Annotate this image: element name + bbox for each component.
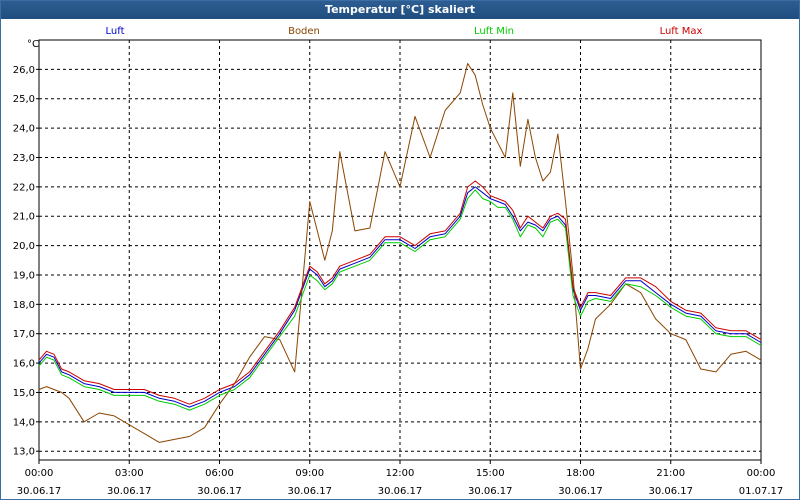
legend-item-luft-max: Luft Max	[660, 26, 703, 37]
x-tick-time: 00:00	[747, 468, 776, 479]
x-tick-date: 30.06.17	[17, 486, 62, 497]
window-title: Temperatur [°C] skaliert	[1, 1, 799, 19]
y-tick-label: 16,0	[13, 359, 35, 370]
series-line-luft-max	[38, 180, 762, 405]
y-axis-unit: °C	[27, 39, 39, 50]
y-tick-label: 24,0	[13, 124, 35, 135]
series-line-boden	[38, 63, 762, 443]
x-tick-date: 30.06.17	[558, 486, 603, 497]
y-tick-label: 14,0	[13, 417, 35, 428]
x-tick-time: 12:00	[386, 468, 415, 479]
x-tick-time: 15:00	[476, 468, 505, 479]
x-axis: 00:00 30.06.17 03:00 30.06.17 06:00 30.06.17 0…	[17, 460, 784, 497]
x-tick-time: 09:00	[295, 468, 324, 479]
y-tick-label: 26,0	[13, 65, 35, 76]
x-tick-date: 30.06.17	[287, 486, 332, 497]
x-tick-date: 30.06.17	[468, 486, 513, 497]
y-tick-label: 20,0	[13, 241, 35, 252]
y-tick-label: 17,0	[13, 329, 35, 340]
y-tick-label: 25,0	[13, 94, 35, 105]
series-line-luft-min	[38, 189, 762, 411]
x-tick-date: 30.06.17	[107, 486, 152, 497]
x-tick-time: 00:00	[25, 468, 54, 479]
x-tick-time: 18:00	[566, 468, 595, 479]
y-tick-label: 19,0	[13, 270, 35, 281]
x-tick-time: 03:00	[115, 468, 144, 479]
y-tick-label: 13,0	[13, 447, 35, 458]
legend-item-luft: Luft	[106, 26, 125, 37]
x-tick-date: 30.06.17	[197, 486, 242, 497]
y-axis: °C 13,0 14,0 15,0 16,0 17,0 18,0 19,0 20,0 21,0 22…	[13, 39, 39, 458]
y-tick-label: 22,0	[13, 182, 35, 193]
series-lines	[38, 63, 762, 443]
x-tick-date: 30.06.17	[378, 486, 423, 497]
x-tick-date: 01.07.17	[739, 486, 784, 497]
temperature-chart: Luft Boden Luft Min Luft Max °C 13,0 14,0 15,0…	[13, 26, 784, 497]
grid	[39, 40, 761, 460]
y-tick-label: 15,0	[13, 388, 35, 399]
x-tick-date: 30.06.17	[648, 486, 693, 497]
legend: Luft Boden Luft Min Luft Max	[106, 26, 703, 37]
y-tick-label: 21,0	[13, 212, 35, 223]
y-tick-label: 18,0	[13, 300, 35, 311]
x-tick-time: 06:00	[205, 468, 234, 479]
x-tick-time: 21:00	[656, 468, 685, 479]
legend-item-luft-min: Luft Min	[474, 26, 514, 37]
series-line-luft	[38, 186, 762, 408]
legend-item-boden: Boden	[288, 26, 320, 37]
y-tick-label: 23,0	[13, 153, 35, 164]
